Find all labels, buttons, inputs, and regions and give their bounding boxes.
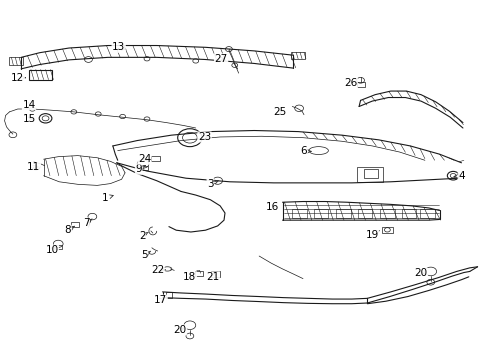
Text: 6: 6 (300, 146, 310, 156)
Text: 19: 19 (365, 230, 379, 239)
Text: 26: 26 (344, 78, 357, 88)
Text: 16: 16 (265, 202, 279, 212)
Bar (166, 292, 172, 298)
Bar (356, 82, 365, 87)
Text: 5: 5 (141, 250, 150, 260)
Bar (211, 271, 220, 277)
Text: 14: 14 (22, 100, 36, 110)
Text: 13: 13 (112, 42, 126, 52)
Text: 20: 20 (173, 325, 186, 335)
Text: 17: 17 (154, 295, 167, 305)
Bar (356, 167, 383, 182)
Text: 25: 25 (272, 107, 285, 117)
Text: 27: 27 (214, 54, 227, 64)
Bar (55, 244, 62, 249)
Text: 24: 24 (138, 154, 151, 164)
Bar (292, 209, 306, 218)
Bar (379, 209, 394, 218)
Bar (151, 156, 159, 161)
Text: 21: 21 (206, 272, 219, 282)
Text: 22: 22 (151, 265, 164, 275)
Text: 15: 15 (22, 114, 36, 124)
Bar (71, 222, 79, 227)
Bar (140, 166, 148, 170)
Text: 4: 4 (453, 171, 464, 181)
Text: 7: 7 (82, 218, 92, 228)
Bar (381, 226, 392, 233)
Bar (290, 52, 305, 59)
Bar (363, 169, 377, 178)
Bar (419, 209, 434, 218)
Text: 11: 11 (27, 162, 41, 172)
Text: 9: 9 (135, 164, 145, 174)
Text: 8: 8 (64, 225, 74, 235)
Text: 2: 2 (139, 231, 148, 240)
Bar (335, 209, 350, 218)
Bar (29, 69, 52, 80)
Bar (357, 209, 371, 218)
Text: 1: 1 (102, 193, 113, 203)
Text: 3: 3 (206, 179, 218, 189)
Bar (401, 209, 415, 218)
Bar (194, 271, 202, 276)
Text: 12: 12 (11, 73, 25, 83)
Text: 20: 20 (414, 268, 427, 278)
Bar (9, 57, 23, 65)
Bar (313, 209, 328, 218)
Text: 18: 18 (183, 272, 196, 282)
Text: 10: 10 (45, 245, 59, 255)
Text: 23: 23 (198, 132, 211, 142)
